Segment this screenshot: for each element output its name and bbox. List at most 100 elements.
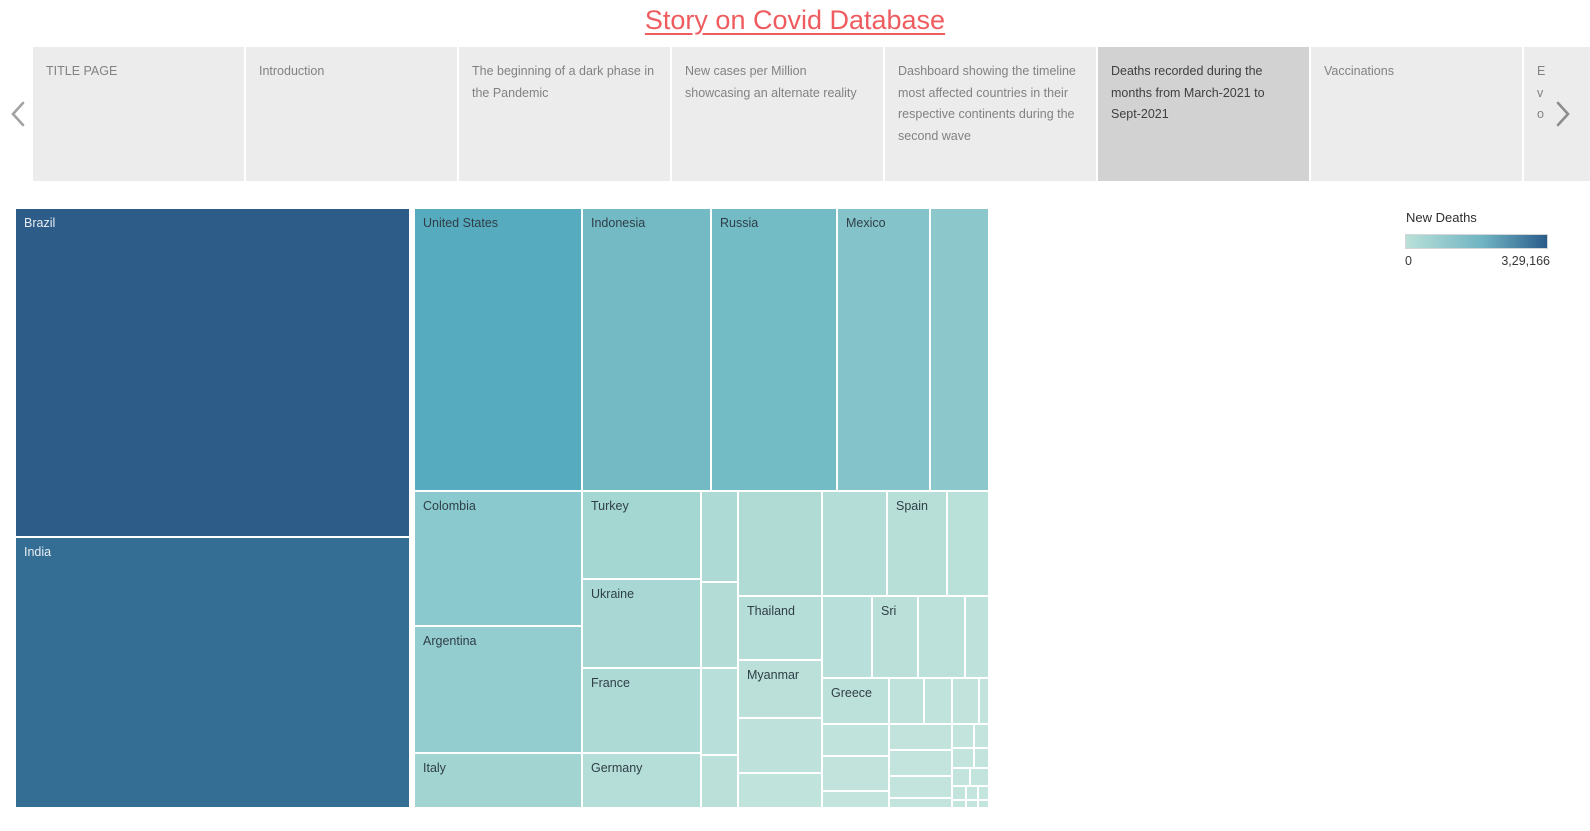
treemap-cell[interactable] [979, 787, 988, 799]
treemap-cell[interactable] [967, 801, 977, 807]
treemap-cell[interactable] [823, 597, 871, 677]
treemap-cell[interactable] [953, 749, 973, 767]
treemap-cell-label: Thailand [747, 604, 795, 618]
treemap-cell-label: Myanmar [747, 668, 800, 682]
story-tab-3[interactable]: The beginning of a dark phase in the Pan… [459, 47, 670, 181]
treemap-cell[interactable] [953, 801, 965, 807]
story-tab-label: Introduction [259, 64, 325, 78]
treemap-cell[interactable] [702, 669, 737, 754]
treemap-cell-sri[interactable]: Sri [873, 597, 917, 677]
treemap-cell-italy[interactable]: Italy [415, 754, 581, 807]
treemap-cell-label: Argentina [423, 634, 477, 648]
title-bar: Story on Covid Database [0, 0, 1590, 36]
treemap-cell[interactable] [966, 597, 988, 677]
treemap-cell-label: Ukraine [591, 587, 635, 601]
treemap-cell-label: India [24, 545, 52, 559]
story-navigator: TITLE PAGE Introduction The beginning of a… [0, 47, 1590, 181]
treemap-cell-france[interactable]: France [583, 669, 700, 752]
treemap-cell-label: Italy [423, 761, 446, 775]
treemap-cell[interactable] [948, 492, 988, 595]
treemap-cell-germany[interactable]: Germany [583, 754, 700, 807]
treemap-cell-label: Greece [831, 686, 872, 700]
treemap-cell-label: Colombia [423, 499, 476, 513]
treemap-cell[interactable] [823, 492, 886, 595]
treemap-cell[interactable] [702, 492, 737, 581]
treemap-cell[interactable] [702, 583, 737, 667]
treemap-cell-label: Russia [720, 216, 759, 230]
story-tab-strip: TITLE PAGE Introduction The beginning of a… [33, 47, 1590, 181]
treemap-cell[interactable] [823, 725, 888, 755]
treemap-cell-brazil[interactable]: Brazil [16, 209, 409, 536]
legend-scale: 0 3,29,166 [1405, 254, 1550, 268]
story-tab-label: TITLE PAGE [46, 64, 118, 78]
treemap-cell-russia[interactable]: Russia [712, 209, 836, 490]
treemap-cell[interactable] [739, 719, 821, 772]
chevron-left-icon[interactable] [5, 97, 31, 131]
treemap-cell-label: United States [423, 216, 499, 230]
treemap-cell[interactable] [975, 725, 988, 747]
treemap-cell-label: Turkey [591, 499, 629, 513]
story-tab-label: The beginning of a dark phase in the Pan… [472, 64, 655, 100]
treemap-cell-label: Germany [591, 761, 643, 775]
treemap-cell[interactable] [979, 801, 988, 807]
treemap-cell-greece[interactable]: Greece [823, 679, 888, 723]
treemap-cell[interactable] [739, 492, 821, 595]
story-tab-label: New cases per Million showcasing an alte… [685, 64, 857, 100]
treemap-cell-thailand[interactable]: Thailand [739, 597, 821, 659]
legend-max-label: 3,29,166 [1501, 254, 1550, 268]
legend-gradient-bar[interactable] [1405, 234, 1548, 249]
treemap-cell[interactable] [890, 799, 951, 807]
story-tab-label: Dashboard showing the timeline most affe… [898, 64, 1076, 143]
treemap-cell-united-states[interactable]: United States [415, 209, 581, 490]
treemap-cell[interactable] [953, 787, 965, 799]
treemap-cell-argentina[interactable]: Argentina [415, 627, 581, 752]
treemap-cell-ukraine[interactable]: Ukraine [583, 580, 700, 667]
treemap-cell[interactable] [702, 756, 737, 807]
treemap-cell[interactable] [953, 725, 973, 747]
treemap-cell-indonesia[interactable]: Indonesia [583, 209, 710, 490]
story-tab-1[interactable]: TITLE PAGE [33, 47, 244, 181]
story-tab-6[interactable]: Deaths recorded during the months from M… [1098, 47, 1309, 181]
treemap-cell[interactable] [953, 769, 969, 785]
treemap-cell[interactable] [890, 751, 951, 775]
treemap-cell-colombia[interactable]: Colombia [415, 492, 581, 625]
treemap-cell-label: Mexico [846, 216, 886, 230]
treemap-cell[interactable] [967, 787, 977, 799]
treemap-cell[interactable] [919, 597, 964, 677]
treemap-cell[interactable] [980, 679, 988, 723]
treemap-cell-label: Indonesia [591, 216, 646, 230]
treemap-cell-turkey[interactable]: Turkey [583, 492, 700, 578]
treemap-cell[interactable] [890, 679, 923, 723]
story-tab-7[interactable]: Vaccinations [1311, 47, 1522, 181]
story-tab-4[interactable]: New cases per Million showcasing an alte… [672, 47, 883, 181]
treemap-cell[interactable] [890, 725, 951, 749]
story-tab-5[interactable]: Dashboard showing the timeline most affe… [885, 47, 1096, 181]
treemap-cell[interactable] [953, 679, 978, 723]
treemap-cell-india[interactable]: India [16, 538, 409, 807]
treemap-cell-label: Sri [881, 604, 897, 618]
story-tab-2[interactable]: Introduction [246, 47, 457, 181]
treemap-cell[interactable] [975, 749, 988, 767]
treemap-cell[interactable] [823, 757, 888, 790]
story-tab-label: Deaths recorded during the months from M… [1111, 64, 1265, 121]
treemap-cell[interactable] [925, 679, 951, 723]
treemap-cell[interactable] [971, 769, 988, 785]
treemap-cell-label: Spain [896, 499, 928, 513]
story-tab-label: Vaccinations [1324, 64, 1394, 78]
treemap-cell-myanmar[interactable]: Myanmar [739, 661, 821, 717]
page-title[interactable]: Story on Covid Database [644, 5, 946, 35]
treemap-cell-mexico[interactable]: Mexico [838, 209, 929, 490]
treemap-cell-label: Brazil [24, 216, 56, 230]
legend-min-label: 0 [1405, 254, 1412, 268]
chevron-right-icon[interactable] [1550, 97, 1576, 131]
treemap-cell[interactable] [739, 774, 821, 807]
treemap-cell[interactable] [823, 792, 888, 807]
treemap-cell-label: France [591, 676, 630, 690]
legend-title: New Deaths [1406, 210, 1477, 225]
color-legend: New Deaths 0 3,29,166 [1405, 210, 1550, 268]
treemap-cell[interactable] [890, 777, 951, 797]
treemap-cell-spain[interactable]: Spain [888, 492, 946, 595]
treemap-cell[interactable] [931, 209, 988, 490]
